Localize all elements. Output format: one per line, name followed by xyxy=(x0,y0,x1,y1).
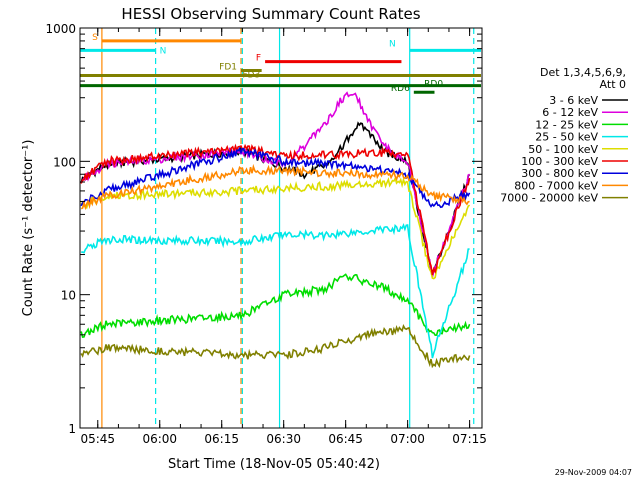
series-line-9 xyxy=(80,323,471,369)
y-tick-label-2: 10 xyxy=(61,289,76,303)
flag-label-3: F xyxy=(256,54,261,64)
flag-label-5: FD1 xyxy=(219,63,237,73)
plot-frame xyxy=(79,27,483,429)
x-tick-label-4: 06:30 xyxy=(266,432,301,446)
legend-label-6: 100 - 300 keV xyxy=(521,155,598,168)
y-tick-label-1: 1 xyxy=(68,422,76,436)
flag-label-2: N xyxy=(160,46,167,56)
series-line-3 xyxy=(80,273,471,338)
legend-header-2: Att 0 xyxy=(600,78,626,91)
x-tick-label-2: 06:00 xyxy=(142,432,177,446)
series-line-7 xyxy=(80,146,471,209)
y-axis-label: Count Rate (s⁻¹ detector⁻¹) xyxy=(21,140,36,317)
legend-label-5: 50 - 100 keV xyxy=(528,143,598,156)
axes: 05:45 06:00 06:15 06:30 06:45 07:00 07:15 1 10 10… xyxy=(45,22,486,446)
x-tick-label-1: 05:45 xyxy=(80,432,115,446)
series-line-4 xyxy=(81,223,470,359)
x-tick-label-6: 07:00 xyxy=(390,432,425,446)
flag-label-6: FD3 xyxy=(242,71,260,81)
legend-label-3: 12 - 25 keV xyxy=(535,118,598,131)
legend-label-2: 6 - 12 keV xyxy=(542,106,598,119)
series-line-2 xyxy=(80,91,470,278)
x-axis-label: Start Time (18-Nov-05 05:40:42) xyxy=(168,457,380,472)
flag-bars: S N F N FD1 FD3 RD0 RD6 xyxy=(80,33,481,94)
y-tick-label-3: 100 xyxy=(53,155,76,169)
timestamp: 29-Nov-2009 04:07 xyxy=(555,468,632,477)
x-tick-label-5: 06:45 xyxy=(328,432,363,446)
series-line-5 xyxy=(80,176,471,280)
chart-title: HESSI Observing Summary Count Rates xyxy=(121,5,420,23)
legend-label-8: 800 - 7000 keV xyxy=(514,179,598,192)
legend-header-1: Det 1,3,4,5,6,9, xyxy=(540,66,626,79)
legend-label-7: 300 - 800 keV xyxy=(521,167,598,180)
flag-label-8: RD6 xyxy=(391,84,410,94)
series-line-6 xyxy=(80,143,471,276)
legend-label-1: 3 - 6 keV xyxy=(549,94,598,107)
series-line-8 xyxy=(80,163,470,211)
legend-label-9: 7000 - 20000 keV xyxy=(500,192,598,205)
plot-area xyxy=(80,28,475,428)
legend-label-4: 25 - 50 keV xyxy=(535,131,598,144)
x-tick-label-3: 06:15 xyxy=(204,432,239,446)
flag-label-4: N xyxy=(389,39,396,49)
y-tick-label-4: 1000 xyxy=(45,22,76,36)
x-tick-label-7: 07:15 xyxy=(452,432,487,446)
flag-label-7: RD0 xyxy=(424,80,443,90)
flag-label-1: S xyxy=(92,33,98,43)
